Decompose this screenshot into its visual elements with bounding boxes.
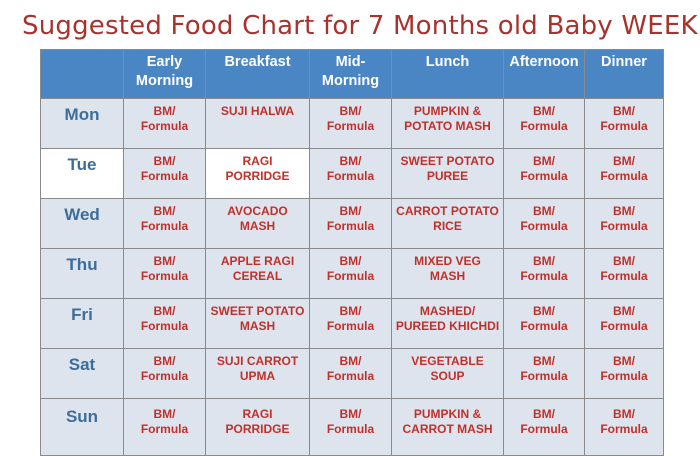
table-row: Sun BM/ Formula RAGI PORRIDGE BM/ Formul…	[40, 398, 664, 456]
table-cell: BM/ Formula	[123, 298, 206, 349]
table-row: Tue BM/ Formula RAGI PORRIDGE BM/ Formul…	[40, 148, 664, 199]
table-cell: SUJI CARROT UPMA	[205, 348, 310, 399]
day-label: Sun	[40, 398, 124, 456]
table-cell: BM/ Formula	[584, 148, 664, 199]
table-cell: MIXED VEG MASH	[391, 248, 504, 299]
table-row: Wed BM/ Formula AVOCADO MASH BM/ Formula…	[40, 198, 664, 249]
table-cell: BM/ Formula	[123, 98, 206, 149]
table-cell: BM/ Formula	[309, 248, 392, 299]
table-row: Thu BM/ Formula APPLE RAGI CEREAL BM/ Fo…	[40, 248, 664, 299]
table-cell: BM/ Formula	[584, 98, 664, 149]
header-afternoon: Afternoon	[503, 49, 585, 99]
table-cell: BM/ Formula	[309, 298, 392, 349]
table-row: Sat BM/ Formula SUJI CARROT UPMA BM/ For…	[40, 348, 664, 399]
day-label: Wed	[40, 198, 124, 249]
header-corner	[40, 49, 124, 99]
day-label: Tue	[40, 148, 124, 199]
table-cell: BM/ Formula	[503, 98, 585, 149]
table-cell: BM/ Formula	[123, 398, 206, 456]
table-cell: BM/ Formula	[309, 348, 392, 399]
table-cell: SWEET POTATO MASH	[205, 298, 310, 349]
table-cell: BM/ Formula	[584, 198, 664, 249]
header-row: Early Morning Breakfast Mid- Morning Lun…	[40, 49, 664, 99]
table-cell: RAGI PORRIDGE	[205, 148, 310, 199]
table-cell: BM/ Formula	[123, 248, 206, 299]
table-cell: BM/ Formula	[584, 248, 664, 299]
table-cell: CARROT POTATO RICE	[391, 198, 504, 249]
table-cell: VEGETABLE SOUP	[391, 348, 504, 399]
table-cell: BM/ Formula	[309, 98, 392, 149]
table-cell: PUMPKIN & POTATO MASH	[391, 98, 504, 149]
table-cell: RAGI PORRIDGE	[205, 398, 310, 456]
table-cell: PUMPKIN & CARROT MASH	[391, 398, 504, 456]
header-dinner: Dinner	[584, 49, 664, 99]
table-cell: BM/ Formula	[309, 398, 392, 456]
header-breakfast: Breakfast	[205, 49, 310, 99]
table-cell: AVOCADO MASH	[205, 198, 310, 249]
table-row: Fri BM/ Formula SWEET POTATO MASH BM/ Fo…	[40, 298, 664, 349]
table-cell: BM/ Formula	[584, 298, 664, 349]
page-title: Suggested Food Chart for 7 Months old Ba…	[22, 11, 700, 41]
table-cell: BM/ Formula	[503, 198, 585, 249]
day-label: Mon	[40, 98, 124, 149]
table-cell: BM/ Formula	[123, 148, 206, 199]
table-cell: SWEET POTATO PUREE	[391, 148, 504, 199]
table-cell: BM/ Formula	[123, 348, 206, 399]
table-cell: BM/ Formula	[584, 398, 664, 456]
table-cell: BM/ Formula	[503, 298, 585, 349]
table-row: Mon BM/ Formula SUJI HALWA BM/ Formula P…	[40, 98, 664, 149]
table-cell: BM/ Formula	[584, 348, 664, 399]
header-lunch: Lunch	[391, 49, 504, 99]
header-early-morning: Early Morning	[123, 49, 206, 99]
food-chart-table: Early Morning Breakfast Mid- Morning Lun…	[40, 49, 664, 456]
table-cell: SUJI HALWA	[205, 98, 310, 149]
table-cell: BM/ Formula	[123, 198, 206, 249]
table-cell: BM/ Formula	[503, 348, 585, 399]
table-cell: APPLE RAGI CEREAL	[205, 248, 310, 299]
table-cell: BM/ Formula	[309, 148, 392, 199]
header-mid-morning: Mid- Morning	[309, 49, 392, 99]
table-cell: BM/ Formula	[503, 248, 585, 299]
table-cell: BM/ Formula	[309, 198, 392, 249]
table-cell: BM/ Formula	[503, 398, 585, 456]
day-label: Fri	[40, 298, 124, 349]
table-cell: MASHED/ PUREED KHICHDI	[391, 298, 504, 349]
table-cell: BM/ Formula	[503, 148, 585, 199]
day-label: Sat	[40, 348, 124, 399]
day-label: Thu	[40, 248, 124, 299]
